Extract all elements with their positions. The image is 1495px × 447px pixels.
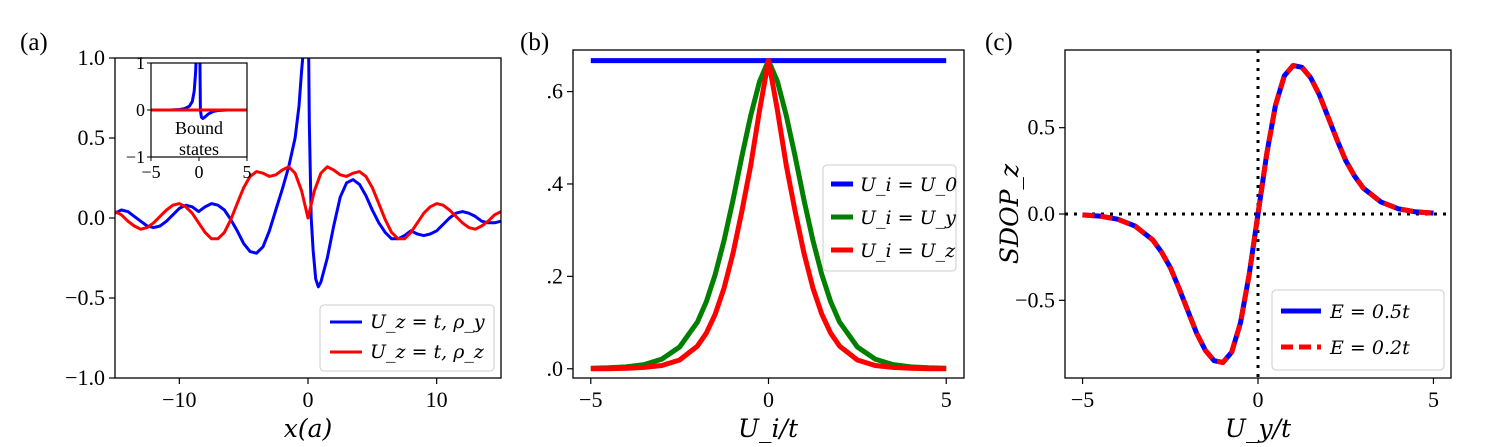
panel-a-legend-blue-label: U_z = t, ρ_y	[370, 311, 485, 333]
panel-b-xtick-label: 5	[941, 387, 952, 412]
panel-a-ytick-label: 1.0	[78, 45, 106, 70]
panel-a-frame	[114, 57, 502, 379]
panel-b-legend: U_i = U_0 U_i = U_y U_i = U_z	[822, 164, 957, 272]
panel-c-series-1	[1082, 63, 1434, 365]
panel-c-xlabel: U_y/t	[1225, 414, 1292, 443]
panel-a-legend-box	[319, 304, 495, 372]
inset-note-line1: Bound	[175, 118, 223, 138]
panel-b-ytick-label: .6	[547, 79, 564, 104]
inset-ytick-label: 1	[136, 53, 145, 73]
panel-b-legend-red-label: U_i = U_z	[860, 240, 956, 262]
panel-b-legend-blue-label: U_i = U_0	[860, 174, 957, 196]
panel-c-label: (c)	[985, 29, 1013, 56]
panel-a-xtick-label: 10	[426, 387, 448, 412]
panel-b-xlabel: U_i/t	[738, 414, 799, 443]
panel-a-xtick-label: −10	[162, 387, 196, 412]
panel-c-legend-red-label: E = 0.2t	[1329, 337, 1410, 359]
panel-c-ytick-label: 0.0	[1028, 201, 1056, 226]
inset-xtick-label: −5	[141, 162, 160, 182]
panel-a-ytick-label: 0.5	[78, 125, 106, 150]
panel-c-xtick-label: −5	[1071, 387, 1094, 412]
panel-b-label: (b)	[520, 29, 549, 56]
panel-a-ytick-label: 0.0	[78, 205, 106, 230]
panel-b-ytick-label: .2	[547, 263, 564, 288]
inset-series-0	[151, 63, 247, 120]
panel-b-frame	[572, 49, 965, 379]
panel-c-plot-area: −5 0 5 −0.5 0.0 0.5	[1015, 50, 1451, 412]
panel-a-plot-area: −10 0 10−1.0−0.50.00.51.0	[65, 45, 501, 412]
inset-note-line2: states	[179, 139, 219, 159]
panel-a: (a) −10 0 10−1.0−0.50.00.51.0 −5 0 5−101Boun…	[20, 29, 502, 443]
panel-c-ylabel: SDOP_z	[995, 163, 1024, 264]
panel-c-xtick-label: 5	[1428, 387, 1439, 412]
panel-a-label: (a)	[20, 29, 48, 56]
panel-c-ytick-label: 0.5	[1028, 115, 1056, 140]
inset-frame	[150, 62, 248, 158]
panel-b-plot-area: −5 0 5 .0 .2 .4 .6	[547, 58, 952, 412]
panel-a-legend-red-label: U_z = t, ρ_z	[370, 341, 485, 363]
panel-a-ytick-label: −1.0	[65, 365, 105, 390]
panel-b-xtick-label: −5	[579, 387, 602, 412]
inset-ytick-label: −1	[126, 147, 145, 167]
panel-c-legend: E = 0.5t E = 0.2t	[1271, 289, 1445, 371]
panel-b-legend-box	[822, 164, 957, 272]
panel-c-xtick-label: 0	[1253, 387, 1264, 412]
panel-c-ytick-label: −0.5	[1015, 287, 1055, 312]
panel-b: (b) −5 0 5 .0 .2 .4 .6 U_i/t U_i = U_0 U_i = U…	[520, 29, 965, 443]
panel-c-legend-blue-label: E = 0.5t	[1329, 301, 1410, 323]
panel-a-series-1	[115, 165, 501, 241]
panel-c-frame	[1064, 49, 1452, 379]
panel-a-ytick-label: −0.5	[65, 285, 105, 310]
panel-a-legend: U_z = t, ρ_y U_z = t, ρ_z	[319, 304, 495, 372]
inset-xtick-label: 5	[243, 162, 252, 182]
panel-c: (c) −5 0 5 −0.5 0.0 0.5 U_y/t SDOP_z E = 0.5t…	[985, 29, 1452, 443]
inset-ytick-label: 0	[136, 100, 145, 120]
panel-b-xtick-label: 0	[763, 387, 774, 412]
panel-b-ytick-label: .4	[547, 171, 564, 196]
panel-b-series-2	[590, 58, 947, 372]
inset-xtick-label: 0	[195, 162, 204, 182]
panel-a-series-0	[115, 58, 501, 289]
panel-a-xlabel: x(a)	[284, 414, 333, 443]
panel-b-legend-green-label: U_i = U_y	[860, 207, 956, 229]
panel-b-ytick-label: .0	[547, 356, 564, 381]
panel-a-xtick-label: 0	[303, 387, 314, 412]
